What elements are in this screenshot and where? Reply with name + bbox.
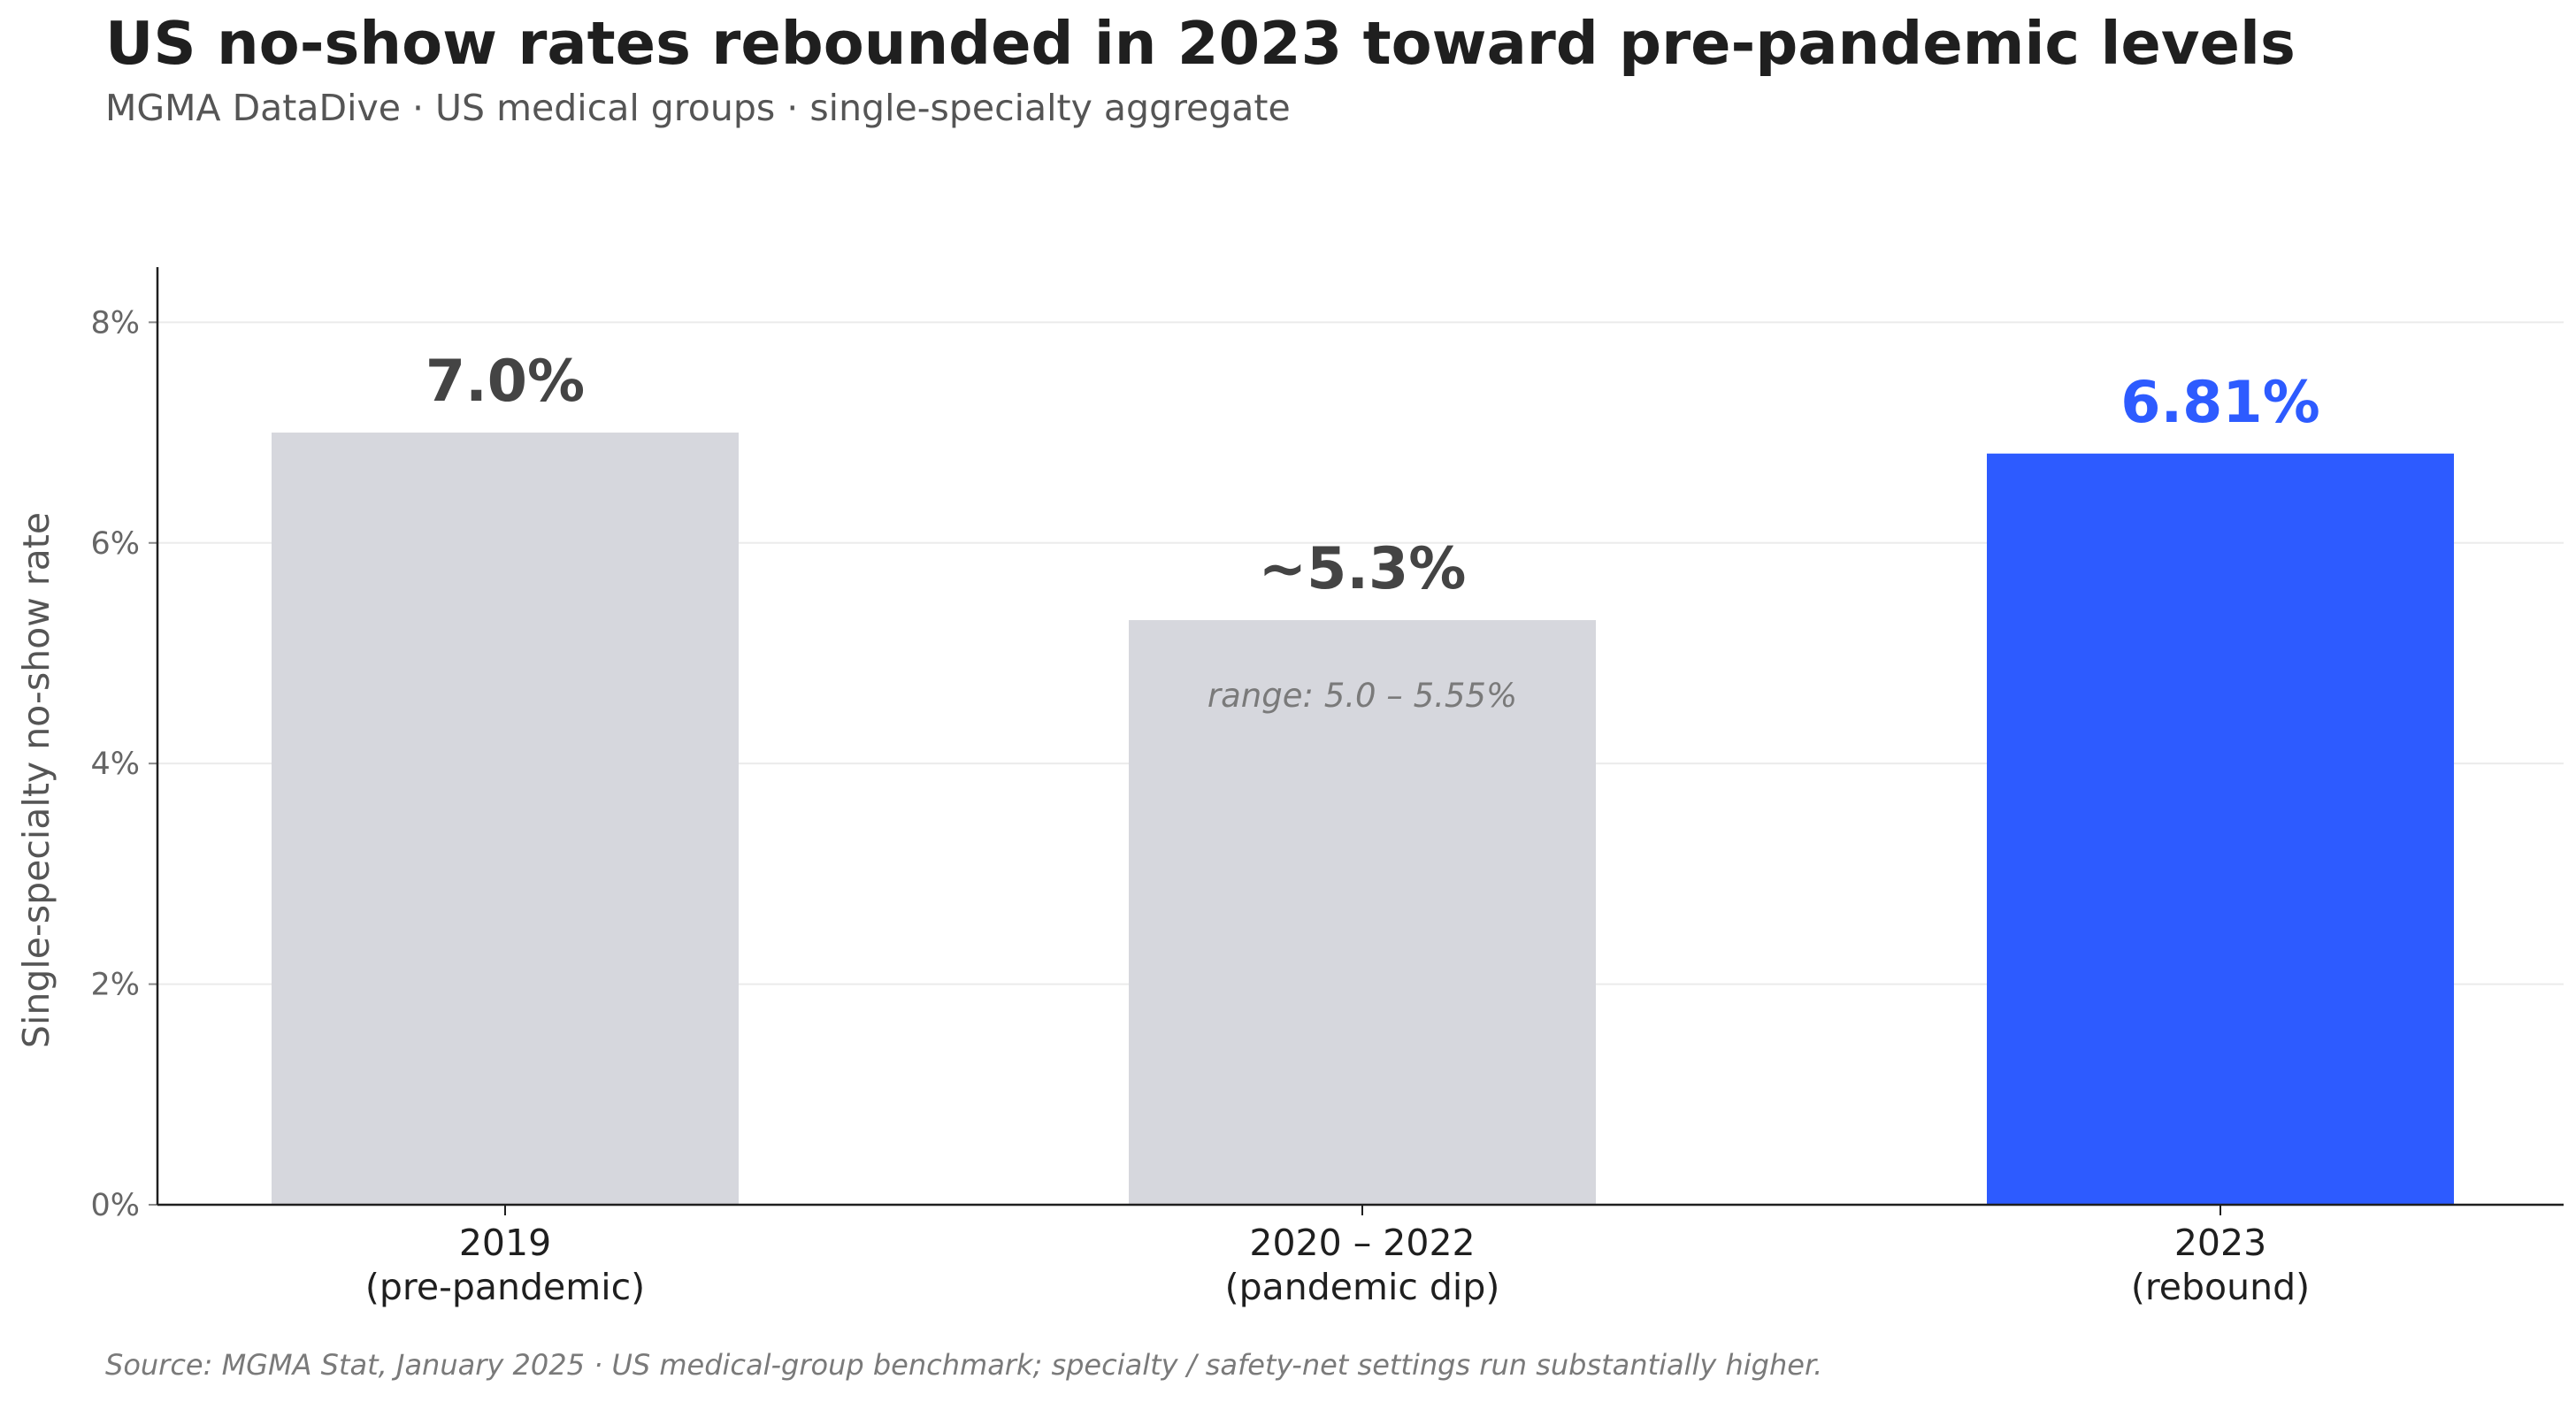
source-note: Source: MGMA Stat, January 2025 · US med… (105, 1348, 1823, 1382)
x-tick-label: (pandemic dip) (1225, 1266, 1500, 1308)
range-annotation: range: 5.0 – 5.55% (1208, 677, 1517, 715)
x-tick-label: 2023 (2174, 1222, 2266, 1264)
y-tick-label: 0% (90, 1188, 140, 1223)
x-tick-label: 2019 (459, 1222, 551, 1264)
bar-value-label: ~5.3% (1259, 536, 1467, 602)
chart-title: US no-show rates rebounded in 2023 towar… (105, 9, 2296, 78)
chart-subtitle: MGMA DataDive · US medical groups · sing… (105, 87, 1291, 129)
y-tick-label: 8% (90, 305, 140, 341)
bar-value-label: 6.81% (2120, 370, 2320, 436)
bar (1129, 620, 1596, 1205)
y-tick-label: 2% (90, 968, 140, 1003)
x-tick-label: (rebound) (2131, 1266, 2310, 1308)
y-axis-title: Single-specialty no-show rate (15, 512, 58, 1048)
y-tick-label: 6% (90, 526, 140, 562)
x-tick-label: (pre-pandemic) (365, 1266, 645, 1308)
bar (1987, 453, 2454, 1205)
labels: 0% 2% 4% 6% 8% 7.0% 2019(pre-pandemic) ~5.3% 202… (90, 305, 2319, 1308)
bar (272, 433, 739, 1205)
axes (156, 267, 2564, 1207)
bars (272, 433, 2454, 1205)
x-tick-label: 2020 – 2022 (1249, 1222, 1475, 1264)
y-tick-label: 4% (90, 747, 140, 782)
bar-value-label: 7.0% (426, 349, 585, 415)
